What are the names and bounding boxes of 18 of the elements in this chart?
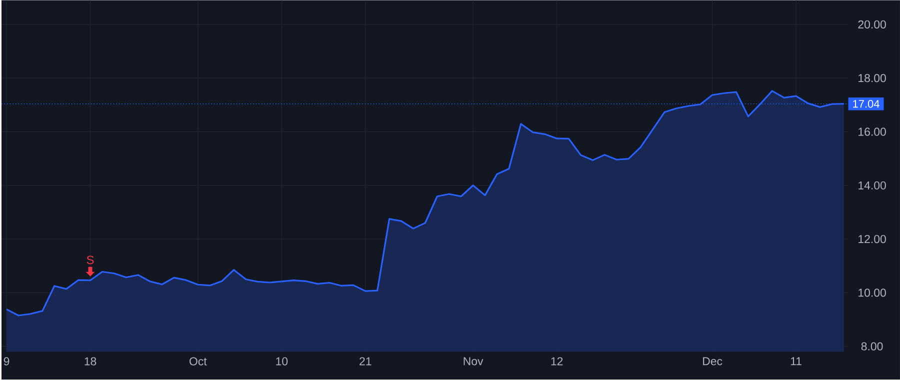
y-tick-label: 8.00 [861,342,883,351]
x-tick-label: 21 [360,357,372,366]
ref-line-label: 17.04 [853,100,880,108]
y-tick-label: 12.00 [858,235,886,244]
x-tick-label: 18 [84,357,96,366]
x-tick-label: 10 [276,357,288,366]
x-tick-label: 12 [551,357,563,366]
y-tick-label: 20.00 [858,20,886,29]
x-tick-label: Dec [703,357,722,366]
x-tick-label: 9 [4,357,10,366]
x-tick-label: 11 [790,357,802,366]
y-tick-label: 14.00 [858,181,886,190]
y-tick-label: 10.00 [858,288,886,297]
y-tick-label: 16.00 [858,128,886,136]
x-tick-label: Nov [464,357,484,366]
y-tick-label: 18.00 [858,74,886,82]
annotation: S [86,256,94,264]
x-tick-label: Oct [190,357,207,366]
